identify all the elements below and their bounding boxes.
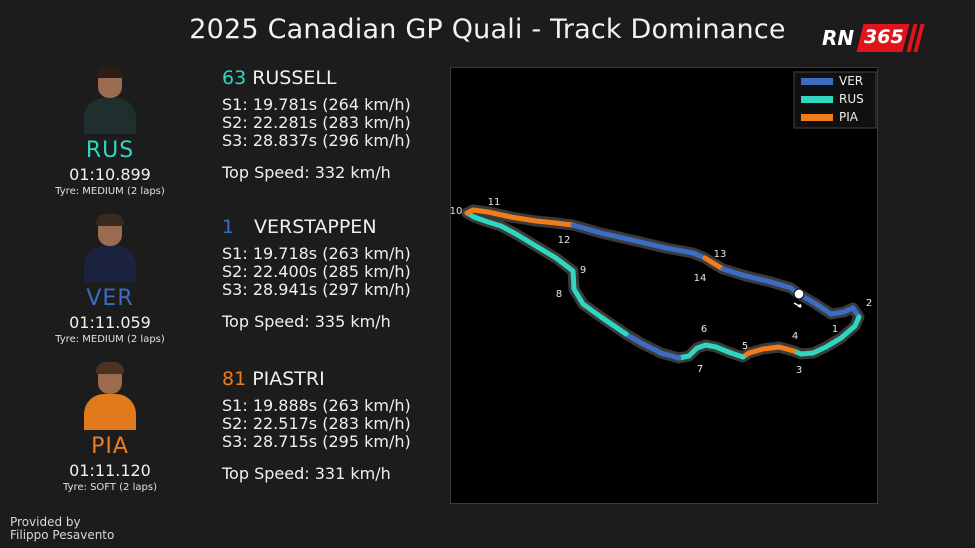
turn-label: 7 [697, 364, 703, 375]
track-segment-ver [796, 291, 862, 320]
credit: Provided by Filippo Pesavento [10, 516, 114, 542]
driver-code: RUS [85, 138, 135, 163]
driver-name: PIASTRI [252, 368, 325, 390]
credit-line-1: Provided by [10, 515, 81, 529]
driver-photo-ver [84, 214, 136, 282]
legend-swatch-ver [801, 78, 833, 85]
turn-label: 12 [558, 235, 571, 246]
sector-2: S2: 22.400s (285 km/h) [222, 262, 411, 281]
turn-label: 5 [742, 341, 748, 352]
logo-number: 365 [864, 26, 904, 48]
tyre-info: Tyre: SOFT (2 laps) [63, 482, 157, 493]
logo-letters: RN [822, 26, 855, 50]
track-outline [461, 204, 865, 364]
driver-card-ver: VER 01:11.059 Tyre: MEDIUM (2 laps) [30, 214, 190, 345]
track-segment-ver [623, 331, 682, 361]
turn-label: 10 [451, 206, 462, 217]
track-segment-pia [464, 207, 491, 216]
sector-2: S2: 22.517s (283 km/h) [222, 414, 411, 433]
turn-label: 1 [832, 324, 838, 335]
stats-pia: 81 PIASTRI S1: 19.888s (263 km/h) S2: 22.… [222, 368, 411, 483]
track-segment-ver [570, 222, 708, 261]
rn365-logo: RN 365 [822, 24, 927, 54]
track-segment-rus [464, 210, 629, 337]
legend-swatch-rus [801, 96, 833, 103]
turn-label: 13 [714, 249, 727, 260]
top-speed: Top Speed: 335 km/h [222, 312, 391, 331]
driver-photo-rus [84, 66, 136, 134]
lap-time: 01:11.120 [69, 461, 151, 480]
top-speed: Top Speed: 332 km/h [222, 163, 391, 182]
sector-1: S1: 19.718s (263 km/h) [222, 244, 411, 263]
driver-card-pia: PIA 01:11.120 Tyre: SOFT (2 laps) [30, 362, 190, 493]
lap-time: 01:11.059 [69, 313, 151, 332]
legend-label-pia: PIA [839, 110, 859, 124]
start-marker [793, 288, 805, 300]
track-segment-rus [791, 314, 862, 357]
turn-label: 4 [792, 331, 798, 342]
turn-label: 14 [694, 273, 707, 284]
driver-photo-pia [84, 362, 136, 430]
sector-1: S1: 19.888s (263 km/h) [222, 396, 411, 415]
driver-name: RUSSELL [252, 67, 337, 89]
sector-1: S1: 19.781s (264 km/h) [222, 95, 411, 114]
track-segment-pia [740, 344, 797, 360]
turn-label: 8 [556, 289, 562, 300]
sector-3: S3: 28.715s (295 km/h) [222, 432, 411, 451]
sector-3: S3: 28.837s (296 km/h) [222, 131, 411, 150]
driver-name: VERSTAPPEN [254, 216, 377, 238]
driver-number: 81 [222, 368, 247, 390]
legend-label-rus: RUS [839, 92, 864, 106]
track-segment-rus [676, 342, 746, 361]
turn-label: 2 [866, 298, 872, 309]
track-segment-ver [720, 266, 802, 297]
turn-label: 6 [701, 324, 707, 335]
legend-swatch-pia [801, 114, 833, 121]
track-segment-pia [485, 209, 576, 228]
lap-time: 01:10.899 [69, 165, 151, 184]
tyre-info: Tyre: MEDIUM (2 laps) [55, 334, 165, 345]
top-speed: Top Speed: 331 km/h [222, 464, 391, 483]
track-segment-pia [702, 255, 726, 272]
stats-rus: 63 RUSSELL S1: 19.781s (264 km/h) S2: 22.… [222, 67, 411, 182]
direction-arrow [793, 302, 802, 308]
legend-label-ver: VER [839, 74, 863, 88]
tyre-info: Tyre: MEDIUM (2 laps) [55, 186, 165, 197]
credit-line-2: Filippo Pesavento [10, 528, 115, 542]
turn-label: 3 [796, 365, 802, 376]
sector-3: S3: 28.941s (297 km/h) [222, 280, 411, 299]
track-map-panel: 1 2 3 4 5 6 7 8 9 10 11 12 13 14 VER RUS PIA [450, 67, 878, 504]
driver-code: VER [86, 286, 134, 311]
turn-label: 11 [488, 197, 501, 208]
driver-code: PIA [91, 434, 129, 459]
chart-title: 2025 Canadian GP Quali - Track Dominance [189, 14, 786, 45]
stats-ver: 1 VERSTAPPEN S1: 19.718s (263 km/h) S2: 2… [222, 216, 411, 331]
driver-number: 63 [222, 67, 247, 89]
sector-2: S2: 22.281s (283 km/h) [222, 113, 411, 132]
driver-card-rus: RUS 01:10.899 Tyre: MEDIUM (2 laps) [30, 66, 190, 197]
driver-number: 1 [222, 216, 235, 238]
turn-label: 9 [580, 265, 586, 276]
